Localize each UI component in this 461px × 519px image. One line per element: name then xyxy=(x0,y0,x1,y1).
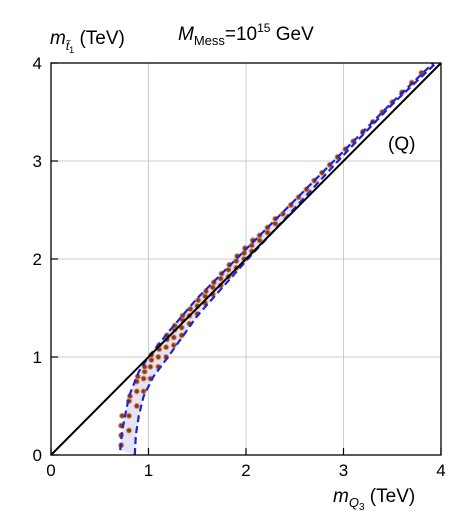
y-tick-label: 4 xyxy=(33,54,42,73)
tick-labels: 0 1 2 3 4 0 1 2 3 4 xyxy=(33,54,446,480)
data-point xyxy=(170,342,177,349)
band-lower-dashed-line xyxy=(133,62,437,456)
axes xyxy=(50,62,442,456)
data-point xyxy=(125,427,133,434)
data-point xyxy=(133,402,140,410)
data-point xyxy=(217,275,224,282)
data-point xyxy=(179,312,186,319)
x-tick-label: 0 xyxy=(46,461,55,480)
y-tick-label: 1 xyxy=(33,348,42,367)
data-point xyxy=(125,412,133,419)
data-point xyxy=(140,375,147,382)
reference-diagonal-line xyxy=(50,62,442,456)
y-tick-label: 3 xyxy=(33,152,42,171)
data-point xyxy=(195,297,202,304)
data-point xyxy=(155,353,162,361)
x-tick-label: 4 xyxy=(436,461,445,480)
x-tick-label: 2 xyxy=(241,461,250,480)
data-point xyxy=(147,363,154,370)
data-point xyxy=(248,242,255,249)
data-point xyxy=(140,388,147,395)
data-point xyxy=(241,250,248,257)
data-point xyxy=(279,210,287,217)
y-axis-label: mt̃1 (TeV) xyxy=(50,28,125,55)
band-upper-dashed-line xyxy=(119,62,434,451)
x-tick-label: 1 xyxy=(144,461,153,480)
y-tick-label: 2 xyxy=(33,250,42,269)
data-point xyxy=(170,334,177,341)
y-tick-label: 0 xyxy=(33,446,42,465)
chart-title: MMess=1015 GeV xyxy=(178,21,314,48)
x-tick-label: 3 xyxy=(339,461,348,480)
series-annotation: (Q) xyxy=(388,134,415,155)
data-point xyxy=(187,305,194,313)
data-point xyxy=(163,344,170,351)
x-axis-label: mQ3 (TeV) xyxy=(333,486,415,513)
data-point xyxy=(133,388,140,395)
data-point xyxy=(233,257,240,265)
